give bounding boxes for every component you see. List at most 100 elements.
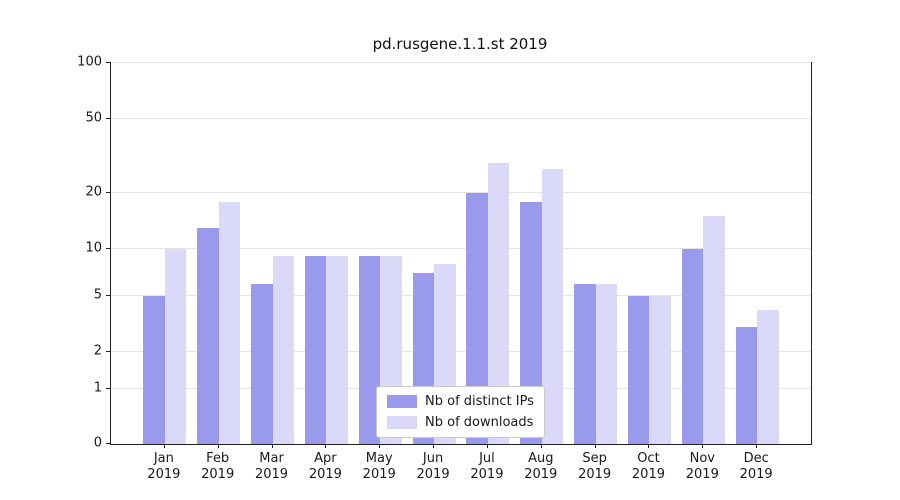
x-tick-year: 2019 (524, 467, 558, 482)
y-tick-label-0: 0 (93, 435, 102, 451)
x-tick-mark-jun (433, 444, 435, 448)
x-tick-label-jun: Jun 2019 (401, 451, 465, 483)
bar-nb-of-distinct-ips-feb (197, 227, 219, 444)
x-tick-year: 2019 (416, 467, 450, 482)
x-tick-year: 2019 (201, 467, 235, 482)
x-tick-year: 2019 (739, 467, 773, 482)
x-tick-mark-mar (271, 444, 273, 448)
x-tick-month: May (365, 451, 393, 466)
bar-nb-of-distinct-ips-nov (681, 248, 704, 444)
x-tick-mark-sep (594, 444, 596, 448)
x-tick-mark-apr (325, 444, 327, 448)
x-tick-year: 2019 (308, 467, 342, 482)
x-tick-year: 2019 (254, 467, 289, 482)
x-tick-year: 2019 (147, 467, 181, 482)
x-tick-month: Aug (528, 451, 554, 466)
x-tick-month: Dec (743, 451, 769, 466)
bar-nb-of-downloads-dec (757, 309, 779, 444)
x-tick-mark-aug (540, 444, 542, 448)
x-tick-month: Sep (582, 451, 607, 466)
bar-nb-of-downloads-jul (487, 163, 510, 444)
y-tick-mark-0 (106, 443, 110, 444)
y-tick-label-50: 50 (85, 110, 102, 126)
x-tick-year: 2019 (631, 467, 665, 482)
bar-nb-of-downloads-mar (272, 256, 295, 444)
bar-nb-of-distinct-ips-may (358, 256, 381, 444)
bar-nb-of-distinct-ips-mar (251, 283, 273, 444)
x-tick-month: Jul (479, 451, 495, 466)
bar-nb-of-downloads-apr (326, 256, 348, 444)
bar-nb-of-downloads-jan (164, 248, 187, 444)
x-tick-mark-nov (702, 444, 704, 448)
legend-swatch-0 (387, 395, 417, 408)
x-tick-label-dec: Dec 2019 (724, 451, 788, 483)
x-tick-mark-jan (163, 444, 165, 448)
x-tick-year: 2019 (578, 467, 612, 482)
y-tick-mark-20 (106, 192, 110, 194)
gridline-y-20 (111, 192, 811, 194)
bar-nb-of-downloads-feb (218, 201, 241, 444)
chart-title: pd.rusgene.1.1.st 2019 (372, 35, 548, 53)
gridline-y-50 (111, 118, 811, 120)
bar-nb-of-distinct-ips-sep (574, 283, 596, 444)
y-tick-mark-50 (106, 118, 110, 120)
gridline-y-100 (111, 62, 811, 63)
x-tick-month: Jun (422, 451, 444, 466)
legend-item-0: Nb of distinct IPs (387, 394, 534, 409)
legend-item-1: Nb of downloads (387, 415, 534, 430)
x-tick-month: Oct (637, 451, 660, 466)
bar-nb-of-distinct-ips-jan (143, 296, 165, 444)
bar-nb-of-distinct-ips-oct (627, 296, 650, 444)
plot-area: Nb of distinct IPs Nb of downloads (110, 62, 812, 445)
y-tick-mark-100 (106, 62, 110, 63)
bar-nb-of-downloads-sep (595, 283, 618, 444)
bar-nb-of-distinct-ips-jul (466, 193, 488, 444)
y-tick-mark-10 (106, 247, 110, 249)
legend: Nb of distinct IPs Nb of downloads (376, 386, 545, 438)
x-tick-year: 2019 (470, 467, 504, 482)
legend-label-1: Nb of downloads (425, 415, 534, 430)
x-tick-month: Feb (206, 451, 230, 466)
y-tick-mark-5 (106, 295, 110, 297)
y-tick-mark-1 (106, 387, 110, 389)
x-tick-label-oct: Oct 2019 (616, 451, 680, 483)
x-tick-mark-may (379, 444, 381, 448)
x-tick-label-jul: Jul 2019 (455, 451, 519, 483)
bar-nb-of-downloads-oct (649, 296, 671, 444)
x-tick-label-sep: Sep 2019 (563, 451, 627, 483)
x-tick-label-apr: Apr 2019 (293, 451, 357, 483)
x-tick-mark-feb (217, 444, 219, 448)
x-tick-label-may: May 2019 (347, 451, 411, 483)
legend-label-0: Nb of distinct IPs (425, 394, 534, 409)
x-tick-label-jan: Jan 2019 (132, 451, 196, 483)
gridline-y-2 (111, 350, 811, 352)
y-tick-label-100: 100 (77, 54, 102, 70)
bar-nb-of-distinct-ips-aug (520, 201, 542, 444)
bar-nb-of-distinct-ips-apr (304, 256, 327, 444)
bar-nb-of-downloads-aug (541, 169, 564, 444)
gridline-y-10 (111, 247, 811, 249)
x-tick-mark-dec (756, 444, 758, 448)
x-tick-label-aug: Aug 2019 (509, 451, 573, 483)
y-tick-label-1: 1 (93, 380, 102, 396)
y-tick-label-20: 20 (85, 184, 102, 200)
x-tick-year: 2019 (362, 467, 396, 482)
x-tick-month: Jan (153, 451, 174, 466)
x-tick-year: 2019 (685, 467, 719, 482)
y-tick-label-10: 10 (85, 240, 102, 256)
x-tick-mark-jul (486, 444, 488, 448)
y-tick-mark-2 (106, 350, 110, 352)
y-tick-label-2: 2 (93, 343, 102, 359)
x-tick-mark-oct (648, 444, 650, 448)
x-tick-label-feb: Feb 2019 (186, 451, 250, 483)
bar-nb-of-downloads-nov (703, 216, 725, 444)
gridline-y-5 (111, 295, 811, 297)
legend-swatch-1 (387, 416, 417, 429)
bar-nb-of-distinct-ips-dec (735, 327, 758, 444)
x-tick-month: Apr (314, 451, 337, 466)
x-tick-month: Nov (689, 451, 715, 466)
x-tick-month: Mar (259, 451, 284, 466)
x-tick-label-mar: Mar 2019 (240, 451, 304, 483)
y-tick-label-5: 5 (93, 287, 102, 303)
